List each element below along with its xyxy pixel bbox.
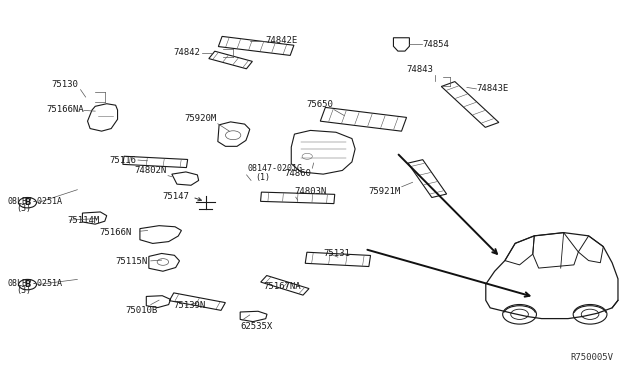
Text: 74860: 74860 [284,169,311,178]
Text: 75114M: 75114M [68,217,100,225]
Text: 74842: 74842 [173,48,200,57]
Text: 74854: 74854 [422,40,449,49]
Text: 75166N: 75166N [100,228,132,237]
Text: 75921M: 75921M [368,187,401,196]
Text: 08147-0201G: 08147-0201G [247,164,302,173]
Text: 75167NA: 75167NA [264,282,301,291]
Text: 75115N: 75115N [116,257,148,266]
Text: 74843: 74843 [407,65,434,74]
Text: (1): (1) [255,173,270,182]
Text: 75166NA: 75166NA [47,105,84,114]
Text: 75147: 75147 [163,192,189,201]
Text: 75650: 75650 [306,100,333,109]
Text: 74802N: 74802N [134,166,167,175]
Text: (3): (3) [17,286,31,295]
Text: 75010B: 75010B [125,306,157,315]
Text: 75139N: 75139N [173,301,205,310]
Text: 75130: 75130 [52,80,79,89]
Text: 75116: 75116 [109,155,136,164]
Text: 74843E: 74843E [476,84,509,93]
Text: 75131: 75131 [323,249,350,258]
Text: 08LB7-0251A: 08LB7-0251A [7,279,62,288]
Text: 08LB7-0251A: 08LB7-0251A [7,197,62,206]
Text: 74803N: 74803N [294,187,326,196]
Text: 74842E: 74842E [266,36,298,45]
Text: B: B [24,280,31,289]
Text: 62535X: 62535X [240,323,273,331]
Text: B: B [24,198,31,207]
Text: (3): (3) [17,204,31,213]
Text: 75920M: 75920M [184,114,216,123]
Text: R750005V: R750005V [571,353,614,362]
